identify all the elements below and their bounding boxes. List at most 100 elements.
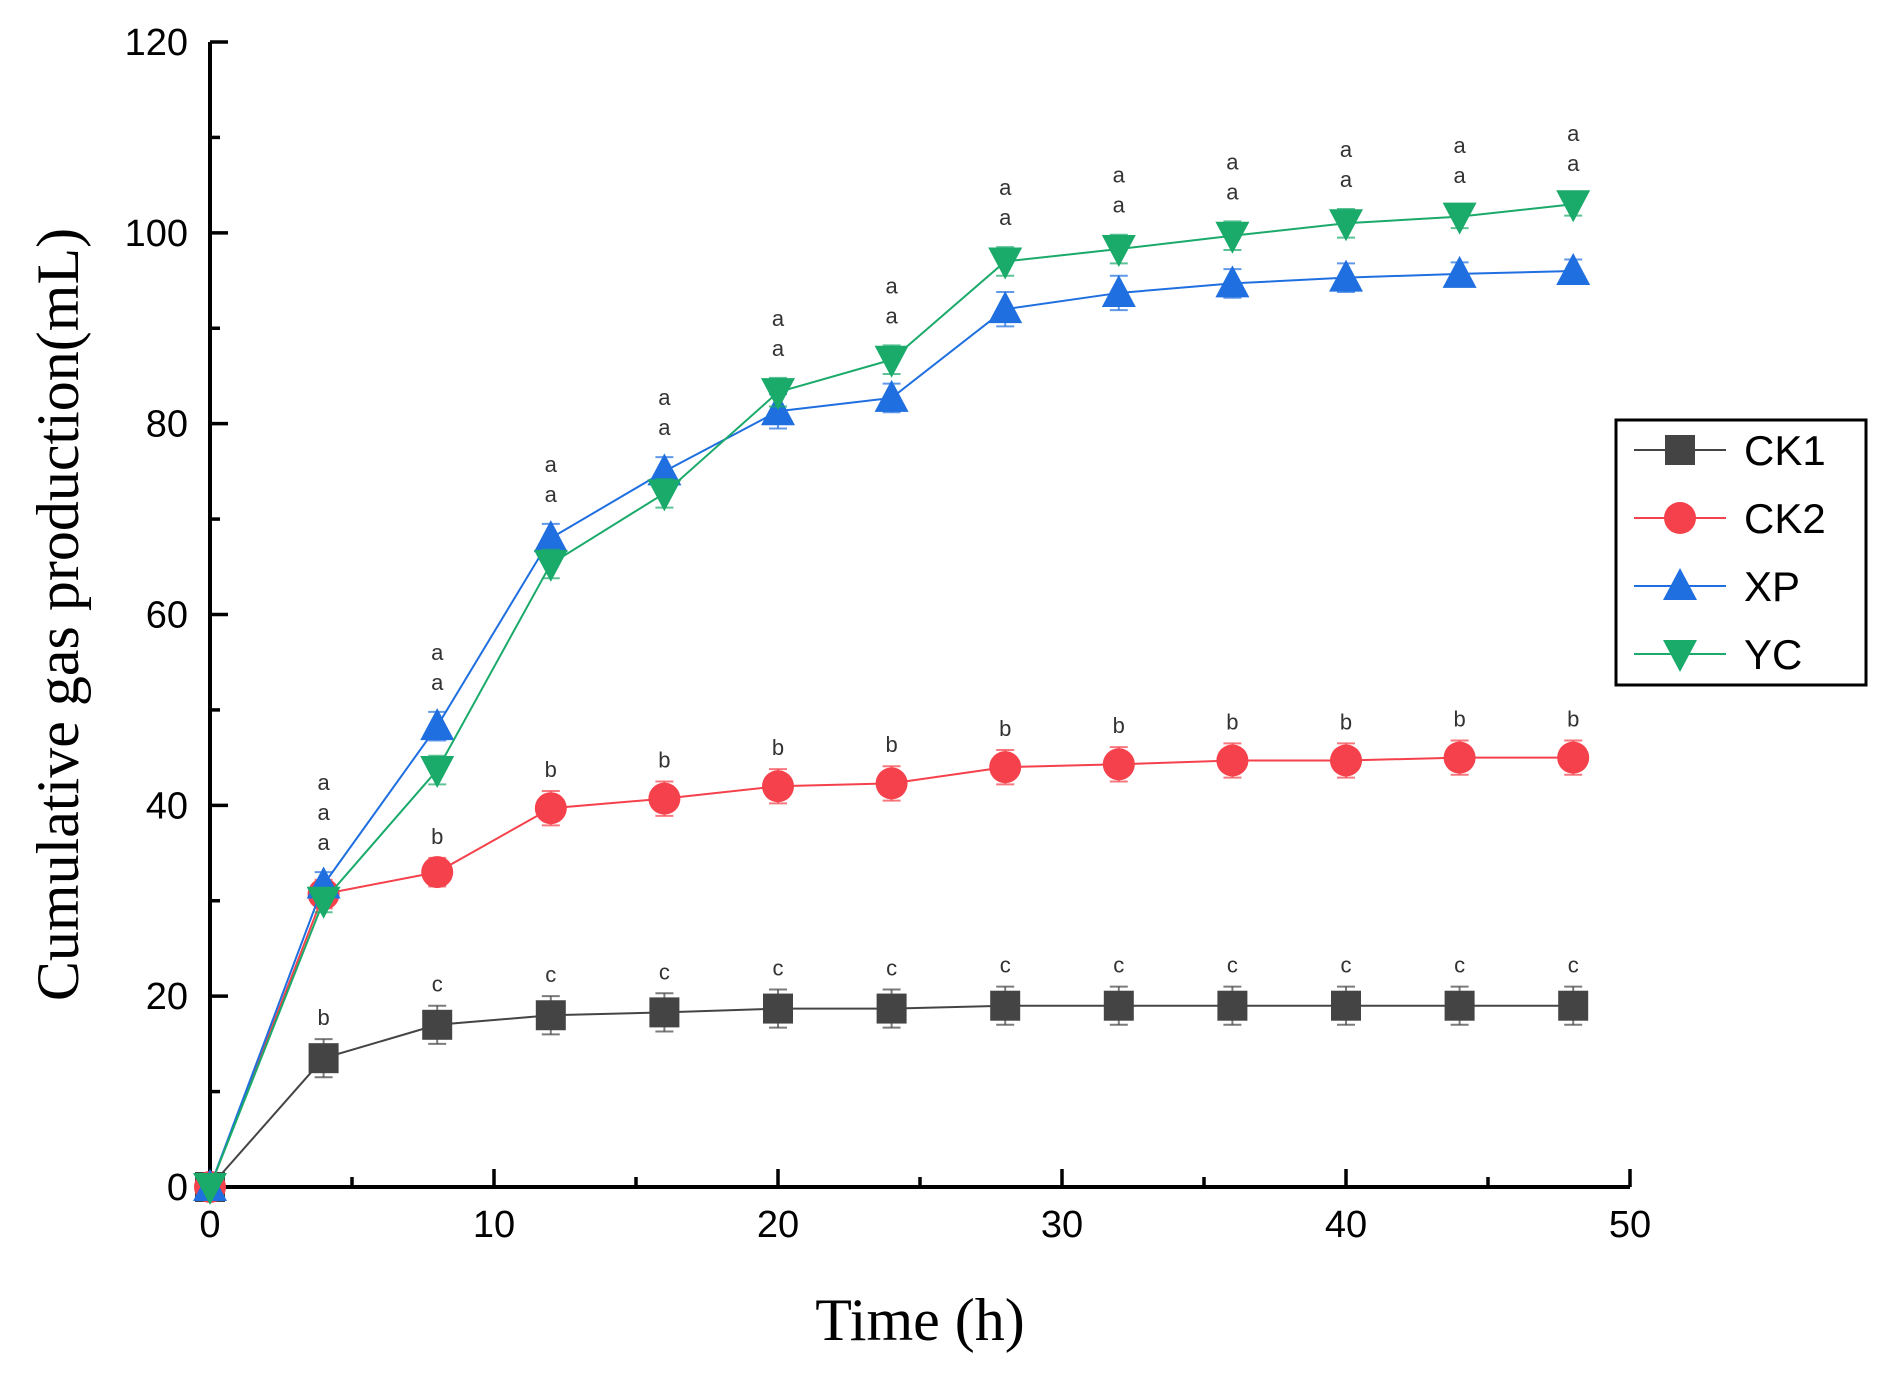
data-point-yc bbox=[306, 886, 341, 919]
significance-letter-xp: a bbox=[1567, 121, 1580, 146]
significance-letter-ck2: b bbox=[1113, 713, 1125, 738]
data-point-ck1 bbox=[990, 990, 1021, 1021]
significance-letter-ck2: b bbox=[1567, 706, 1579, 731]
data-point-ck2 bbox=[989, 751, 1022, 784]
data-point-ck2 bbox=[1102, 748, 1135, 781]
x-tick-label: 40 bbox=[1325, 1204, 1367, 1246]
significance-letter-yc: a bbox=[885, 303, 898, 328]
significance-letter-xp: a bbox=[545, 452, 558, 477]
data-point-ck1 bbox=[1558, 990, 1589, 1021]
legend-label-xp: XP bbox=[1744, 563, 1800, 610]
series-xp bbox=[193, 253, 1591, 1201]
ticks: 0 10 20 30 40 50 0 20 40 60 80 100 120 bbox=[125, 22, 1652, 1246]
significance-annotations: baaacbaacbaacbaacbaacbaacbaacbaacbaacbaa… bbox=[317, 121, 1580, 1030]
legend-marker-xp bbox=[1663, 568, 1697, 600]
significance-letter-yc: a bbox=[431, 670, 444, 695]
significance-letter-ck1: c bbox=[1113, 953, 1124, 978]
legend-box bbox=[1614, 418, 1868, 687]
legend-label-ck2: CK2 bbox=[1744, 495, 1826, 542]
significance-letter-ck2: b bbox=[772, 735, 784, 760]
data-point-yc bbox=[1101, 235, 1136, 268]
data-point-yc bbox=[533, 549, 568, 582]
y-tick-label: 40 bbox=[146, 785, 188, 827]
data-point-ck2 bbox=[648, 782, 681, 815]
significance-letter-yc: a bbox=[1453, 163, 1466, 188]
significance-letter-ck2: b bbox=[431, 824, 443, 849]
x-tick-label: 20 bbox=[757, 1204, 799, 1246]
data-point-ck2 bbox=[534, 792, 567, 825]
data-point-yc bbox=[647, 479, 682, 512]
significance-letter-ck2: a bbox=[317, 770, 330, 795]
significance-letter-ck1: c bbox=[1568, 953, 1579, 978]
legend-marker-ck2 bbox=[1664, 502, 1696, 534]
significance-letter-ck2: b bbox=[658, 747, 670, 772]
y-tick-label: 0 bbox=[167, 1167, 188, 1209]
data-point-yc bbox=[193, 1173, 227, 1205]
y-tick-label: 20 bbox=[146, 976, 188, 1018]
x-tick-label: 10 bbox=[473, 1204, 515, 1246]
significance-letter-ck2: b bbox=[1226, 709, 1238, 734]
significance-letter-yc: a bbox=[1567, 151, 1580, 176]
data-point-xp bbox=[1101, 274, 1136, 307]
significance-letter-yc: a bbox=[658, 415, 671, 440]
significance-letter-yc: a bbox=[1226, 179, 1239, 204]
data-point-xp bbox=[1556, 253, 1591, 285]
data-point-yc bbox=[874, 345, 909, 378]
data-point-ck1 bbox=[649, 997, 680, 1028]
significance-letter-xp: a bbox=[317, 800, 330, 825]
significance-letter-ck2: b bbox=[545, 757, 557, 782]
y-tick-label: 80 bbox=[146, 404, 188, 446]
significance-letter-yc: a bbox=[999, 205, 1012, 230]
significance-letter-ck2: b bbox=[1340, 709, 1352, 734]
significance-letter-xp: a bbox=[1453, 133, 1466, 158]
data-point-yc bbox=[1329, 209, 1363, 242]
significance-letter-ck1: b bbox=[317, 1005, 329, 1030]
legend-marker-yc bbox=[1663, 640, 1697, 672]
y-axis-title: Cumulative gas production(mL) bbox=[25, 228, 91, 1001]
data-point-ck1 bbox=[535, 1000, 566, 1031]
significance-letter-ck2: b bbox=[999, 716, 1011, 741]
significance-letter-yc: a bbox=[1113, 193, 1126, 218]
significance-letter-ck1: c bbox=[886, 955, 897, 980]
data-point-ck2 bbox=[1216, 744, 1249, 777]
data-point-ck1 bbox=[876, 993, 907, 1024]
significance-letter-ck1: c bbox=[432, 972, 443, 997]
significance-letter-yc: a bbox=[772, 336, 785, 361]
significance-letter-ck1: c bbox=[1000, 953, 1011, 978]
significance-letter-xp: a bbox=[1226, 149, 1239, 174]
data-point-ck2 bbox=[421, 856, 454, 889]
significance-letter-xp: a bbox=[658, 385, 671, 410]
x-tick-label: 30 bbox=[1041, 1204, 1083, 1246]
data-point-xp bbox=[1329, 259, 1363, 292]
data-point-xp bbox=[647, 453, 682, 486]
data-point-ck1 bbox=[763, 993, 793, 1024]
series-line-ck1 bbox=[209, 1004, 1574, 1188]
data-point-yc bbox=[988, 247, 1023, 280]
x-tick-label: 0 bbox=[199, 1204, 220, 1246]
significance-letter-yc: a bbox=[545, 482, 558, 507]
significance-letter-yc: a bbox=[317, 830, 330, 855]
data-point-ck2 bbox=[1557, 741, 1590, 774]
series-layer bbox=[193, 190, 1591, 1205]
data-point-ck2 bbox=[1443, 741, 1476, 774]
data-point-ck1 bbox=[1217, 990, 1248, 1021]
significance-letter-xp: a bbox=[431, 640, 444, 665]
data-point-ck1 bbox=[1444, 990, 1475, 1021]
significance-letter-xp: a bbox=[885, 273, 898, 298]
significance-letter-xp: a bbox=[772, 306, 785, 331]
data-point-ck1 bbox=[308, 1043, 339, 1074]
data-point-ck2 bbox=[762, 770, 794, 803]
significance-letter-ck1: c bbox=[545, 962, 556, 987]
data-point-xp bbox=[988, 291, 1023, 324]
data-point-yc bbox=[1215, 221, 1250, 254]
data-point-ck1 bbox=[422, 1009, 453, 1040]
legend: CK1 CK2 XP YC bbox=[1614, 418, 1868, 687]
data-point-ck2 bbox=[1330, 744, 1362, 777]
data-point-yc bbox=[761, 378, 795, 411]
legend-label-ck1: CK1 bbox=[1744, 427, 1826, 474]
significance-letter-xp: a bbox=[1113, 163, 1126, 188]
data-point-ck1 bbox=[1103, 990, 1134, 1021]
significance-letter-ck1: c bbox=[659, 959, 670, 984]
data-point-xp bbox=[874, 379, 909, 412]
